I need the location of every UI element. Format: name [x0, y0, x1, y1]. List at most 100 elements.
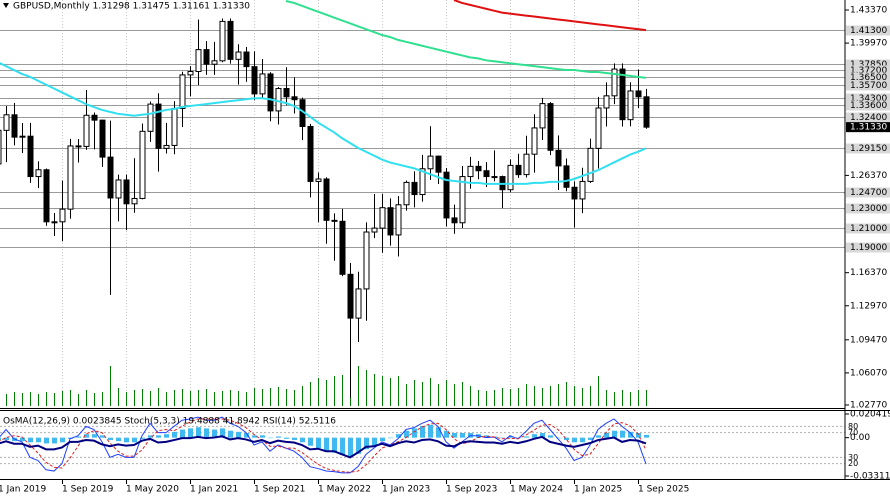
osma-bar [284, 437, 289, 439]
osma-bar [324, 437, 329, 451]
osma-bar [532, 434, 537, 438]
candle-body [403, 181, 410, 206]
osma-bar [172, 431, 177, 438]
osma-bar [420, 426, 425, 438]
candle-body [563, 165, 570, 188]
x-tick-label: 1 Jan 2019 [0, 485, 46, 495]
candle-body [155, 103, 162, 149]
candle-body [43, 169, 50, 223]
osma-bar [116, 437, 121, 442]
candle-body [587, 147, 594, 182]
osma-bar [132, 437, 137, 443]
candle-body [507, 164, 514, 191]
osma-bar [188, 428, 193, 438]
osma-bar [36, 437, 41, 443]
indicator-title: OsMA(12,26,9) 0.0023845 Stoch(5,3,3) 19.… [3, 417, 336, 427]
candle-body [203, 49, 210, 65]
osma-bar [156, 435, 161, 438]
candle-body [523, 153, 530, 176]
x-tick-label: 1 Jan 2021 [190, 485, 238, 495]
x-tick-label: 1 Sep 2019 [62, 485, 114, 495]
candle-body [571, 186, 578, 200]
candle-body [243, 51, 250, 68]
candle-body [27, 135, 34, 178]
osma-bar [572, 437, 577, 443]
osma-bar [524, 436, 529, 438]
level-label-box [846, 93, 890, 104]
candle-body [171, 107, 178, 146]
osma-bar [388, 437, 393, 439]
osma-bar [164, 434, 169, 438]
oscillator-line [0, 418, 647, 473]
osma-bar [436, 427, 441, 438]
candle-body [643, 96, 650, 128]
y-tick-label: -0.0331127 [850, 472, 890, 482]
osma-bar [348, 437, 353, 457]
candle-body [235, 51, 242, 60]
y-tick-label: 1.43370 [850, 6, 887, 16]
moving-average-line [285, 0, 647, 79]
level-label: 1.19000 [850, 243, 887, 253]
candle-body [163, 144, 170, 149]
indicator-plot [0, 416, 845, 474]
osma-bar [404, 430, 409, 438]
level-label-box [846, 25, 890, 36]
osma-bar [508, 436, 513, 438]
osma-bar [356, 437, 361, 454]
candle-body [267, 73, 274, 112]
last-price-box [846, 122, 890, 133]
candle-body [99, 119, 106, 158]
candle-body [179, 74, 186, 109]
level-label-box [846, 100, 890, 111]
osma-bar [84, 434, 89, 438]
candle-body [315, 178, 322, 182]
candle-body [75, 145, 82, 148]
candle-body [635, 90, 642, 98]
candle-body [419, 168, 426, 196]
y-tick-label: 1.02770 [850, 400, 887, 410]
osma-bar [412, 428, 417, 438]
moving-average-line [453, 0, 647, 32]
osma-bar [60, 437, 65, 443]
osma-bar [0, 437, 1, 440]
level-label: 1.35700 [850, 81, 887, 91]
x-tick-label: 1 Sep 2025 [638, 485, 689, 495]
x-tick-label: 1 May 2024 [510, 485, 563, 495]
oscillator-line [0, 416, 647, 474]
candle-body [347, 273, 354, 319]
candle-body [115, 179, 122, 199]
osma-bar [460, 433, 465, 438]
level-label-box [846, 143, 890, 154]
osma-bar [244, 433, 249, 438]
candle-body [195, 49, 202, 73]
candle-body [275, 88, 282, 112]
candle-body [91, 114, 98, 121]
candle-body [411, 181, 418, 196]
osma-bar [108, 437, 113, 440]
osma-bar [212, 429, 217, 438]
level-label-box [846, 242, 890, 253]
osma-bar [548, 435, 553, 438]
level-label-box [846, 80, 890, 91]
level-label: 1.37850 [850, 60, 887, 70]
y-tick-label: 1.06070 [850, 368, 887, 378]
candle-body [251, 66, 258, 95]
osc-tick-label: 30 [848, 453, 858, 462]
candle-body [539, 103, 546, 129]
x-tick-label: 1 May 2020 [126, 485, 179, 495]
candle-body [147, 103, 154, 132]
candle-body [363, 231, 370, 290]
candle-body [339, 220, 346, 275]
osma-bar [140, 437, 145, 439]
osma-bar [484, 435, 489, 438]
level-label-box [846, 187, 890, 198]
candle-body [427, 155, 434, 170]
osma-bar [228, 430, 233, 438]
candle-body [323, 178, 330, 221]
moving-average-line [0, 62, 647, 185]
candle-body [83, 114, 90, 147]
candle-body [611, 68, 618, 97]
osma-bar [588, 437, 593, 440]
